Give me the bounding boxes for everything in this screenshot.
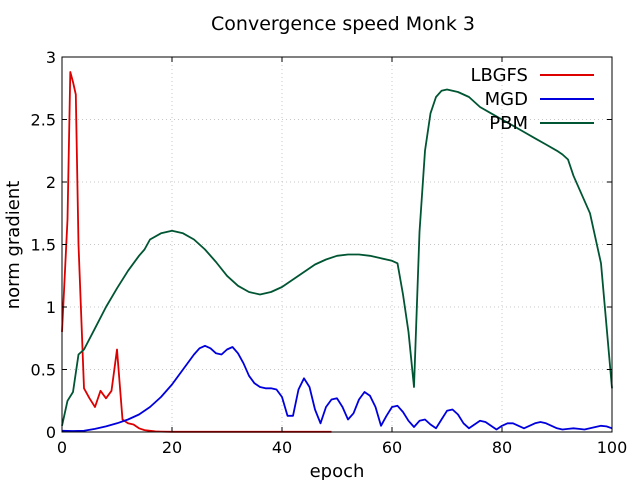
x-tick-label: 100: [597, 438, 628, 457]
y-tick-label: 3: [46, 48, 56, 67]
x-tick-label: 0: [57, 438, 67, 457]
x-tick-label: 60: [382, 438, 402, 457]
legend-label-mgd: MGD: [485, 89, 528, 110]
series-line-mgd: [61, 344, 613, 432]
ticks: 0 20 40 60 80 100 0 0.5 1 1.5 2 2.5 3: [31, 48, 628, 457]
y-tick-label: 0.5: [31, 361, 56, 380]
x-tick-label: 20: [162, 438, 182, 457]
series-line-pbm: [61, 88, 613, 426]
grid: [62, 57, 612, 432]
y-tick-label: 0: [46, 423, 56, 442]
y-tick-label: 1: [46, 298, 56, 317]
y-tick-label: 2.5: [31, 111, 56, 130]
legend-label-lbgfs: LBGFS: [471, 65, 528, 86]
x-tick-label: 40: [272, 438, 292, 457]
y-axis-title: norm gradient: [3, 181, 24, 310]
chart-title: Convergence speed Monk 3: [211, 13, 475, 35]
x-axis-title: epoch: [310, 461, 365, 480]
y-tick-label: 2: [46, 173, 56, 192]
y-tick-label: 1.5: [31, 236, 56, 255]
legend: LBGFS MGD PBM: [471, 65, 594, 134]
x-tick-label: 80: [492, 438, 512, 457]
legend-label-pbm: PBM: [489, 113, 528, 134]
